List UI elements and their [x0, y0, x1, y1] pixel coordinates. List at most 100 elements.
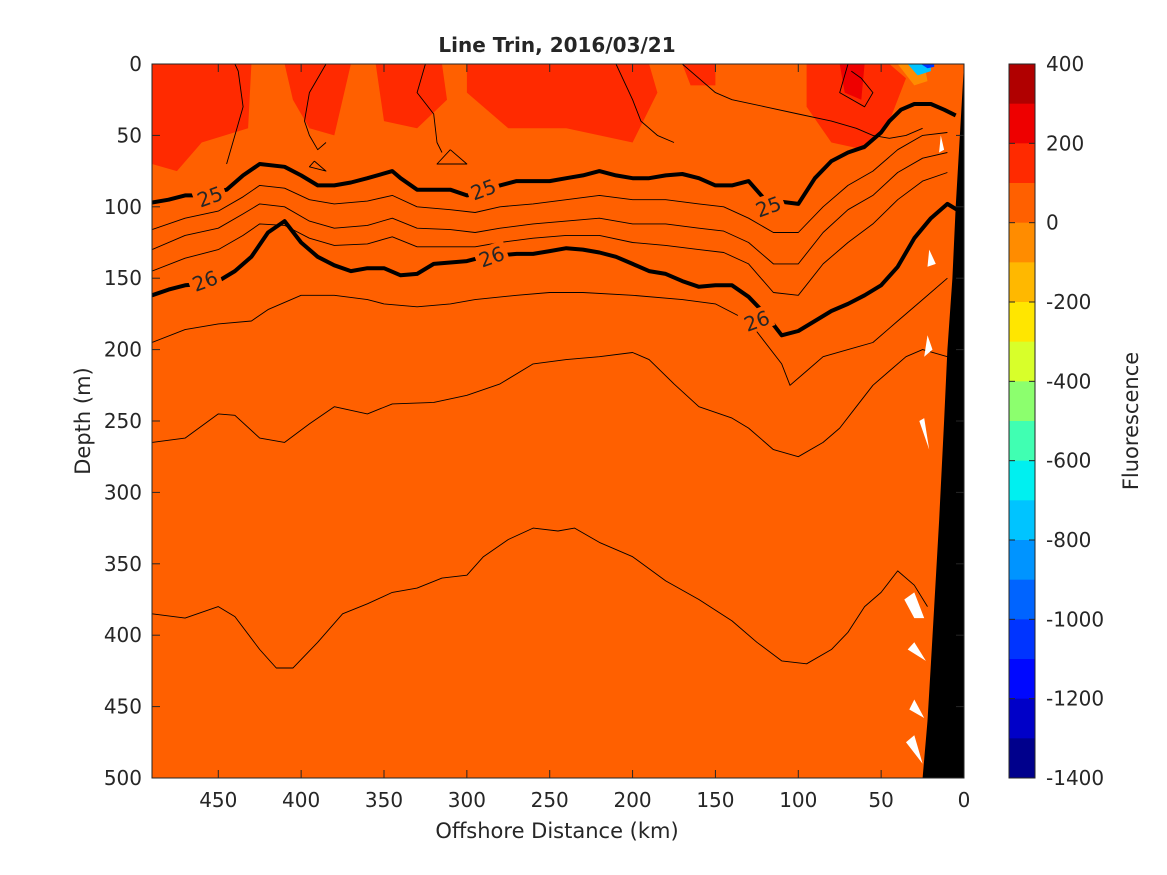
- fluorescence-patch: [920, 64, 935, 69]
- colorbar-tick-label: -200: [1046, 290, 1091, 314]
- no-data-notch: [927, 249, 936, 267]
- x-tick-label: 100: [779, 788, 817, 812]
- seafloor-wedge: [922, 64, 964, 778]
- colorbar-swatch: [1009, 381, 1035, 422]
- y-tick-label: 150: [104, 266, 142, 290]
- no-data-notch: [904, 592, 925, 619]
- x-axis: 450 400 350 300 250 200 150 100 50 0: [199, 64, 970, 812]
- fluorescence-patch: [806, 64, 906, 150]
- x-tick-label: 0: [958, 788, 971, 812]
- x-tick-label: 450: [199, 788, 237, 812]
- fluorescence-patches: [152, 64, 935, 172]
- contour-line: [416, 64, 443, 153]
- colorbar-swatch: [1009, 659, 1035, 700]
- no-data-notch: [909, 699, 925, 718]
- seafloor: [904, 64, 964, 778]
- chart-title: Line Trin, 2016/03/21: [438, 33, 675, 57]
- colorbar: [1009, 64, 1035, 779]
- fluorescence-patch: [839, 64, 865, 100]
- y-tick-label: 0: [129, 52, 142, 76]
- colorbar-tick-label: -1400: [1046, 766, 1104, 790]
- plot-background-fill: [152, 64, 964, 778]
- contour-line: [152, 349, 948, 458]
- colorbar-swatch: [1009, 262, 1035, 303]
- fluorescence-patch: [375, 64, 447, 129]
- contour-line: [615, 64, 675, 143]
- y-axis: 0 50 100 150 200 250 300 350 400 450 500: [104, 52, 964, 790]
- colorbar-swatch: [1009, 143, 1035, 184]
- y-tick-label: 400: [104, 623, 142, 647]
- colorbar-tick-label: 0: [1046, 211, 1059, 235]
- colorbar-tick-label: -1200: [1046, 687, 1104, 711]
- contour-line: [152, 132, 948, 233]
- y-tick-label: 300: [104, 480, 142, 504]
- contour-line: [226, 64, 244, 165]
- contour-label-background: [464, 172, 502, 205]
- y-axis-label: Depth (m): [71, 367, 95, 474]
- x-tick-label: 300: [448, 788, 486, 812]
- contour-line: [436, 149, 468, 165]
- contour-label-background: [472, 240, 511, 272]
- x-tick-label: 150: [696, 788, 734, 812]
- y-tick-label: 200: [104, 338, 142, 362]
- y-tick-label: 500: [104, 766, 142, 790]
- colorbar-swatch: [1009, 579, 1035, 620]
- colorbar-swatch: [1009, 738, 1035, 779]
- colorbar-swatch: [1009, 421, 1035, 462]
- x-tick-label: 250: [531, 788, 569, 812]
- contour-label-background: [190, 180, 229, 212]
- x-axis-label: Offshore Distance (km): [435, 819, 678, 843]
- colorbar-tick-label: -400: [1046, 369, 1091, 393]
- x-tick-label: 50: [868, 788, 893, 812]
- fluorescence-patch: [284, 64, 351, 136]
- contour-line: [682, 64, 923, 139]
- colorbar-swatch: [1009, 64, 1035, 105]
- colorbar-swatch: [1009, 183, 1035, 224]
- density-contours: [152, 64, 964, 669]
- y-tick-label: 100: [104, 195, 142, 219]
- colorbar-tick-label: -600: [1046, 449, 1091, 473]
- contour-line: [152, 527, 928, 669]
- colorbar-swatch: [1009, 341, 1035, 382]
- y-tick-label: 50: [117, 123, 142, 147]
- colorbar-swatch: [1009, 540, 1035, 581]
- colorbar-frame: [1008, 63, 1036, 779]
- colorbar-swatch: [1009, 103, 1035, 144]
- contour-line: [308, 160, 327, 172]
- fluorescence-patch: [466, 64, 658, 143]
- colorbar-swatch: [1009, 460, 1035, 501]
- fluorescence-patch: [152, 64, 252, 172]
- colorbar-swatch: [1009, 222, 1035, 263]
- colorbar-tick-label: -800: [1046, 528, 1091, 552]
- contour-line: [304, 64, 327, 151]
- no-data-notch: [919, 418, 930, 450]
- colorbar-ticks: 400 200 0 -200 -400 -600 -800 -1000 -1200 -1400: [1009, 52, 1104, 790]
- contour-line: [152, 152, 948, 265]
- colorbar-tick-label: -1000: [1046, 607, 1104, 631]
- contour-line: [839, 64, 874, 108]
- x-tick-label: 350: [365, 788, 403, 812]
- contour-line-26: [152, 201, 964, 338]
- y-tick-label: 250: [104, 409, 142, 433]
- y-tick-label: 350: [104, 552, 142, 576]
- y-tick-label: 450: [104, 695, 142, 719]
- contour-line: [152, 277, 948, 386]
- contour-line: [152, 172, 948, 296]
- x-tick-label: 400: [282, 788, 320, 812]
- no-data-notch: [924, 335, 933, 357]
- colorbar-tick-label: 400: [1046, 52, 1084, 76]
- colorbar-tick-label: 200: [1046, 131, 1084, 155]
- colorbar-swatch: [1009, 302, 1035, 343]
- no-data-notch: [907, 642, 926, 661]
- contour-label-background: [737, 304, 776, 336]
- colorbar-swatch: [1009, 698, 1035, 739]
- colorbar-label: Fluorescence: [1119, 352, 1143, 490]
- no-data-notch: [939, 135, 945, 153]
- colorbar-swatch: [1009, 500, 1035, 541]
- x-tick-label: 200: [613, 788, 651, 812]
- fluorescence-patch: [907, 64, 931, 76]
- contour-label-background: [749, 190, 787, 222]
- colorbar-swatch: [1009, 619, 1035, 660]
